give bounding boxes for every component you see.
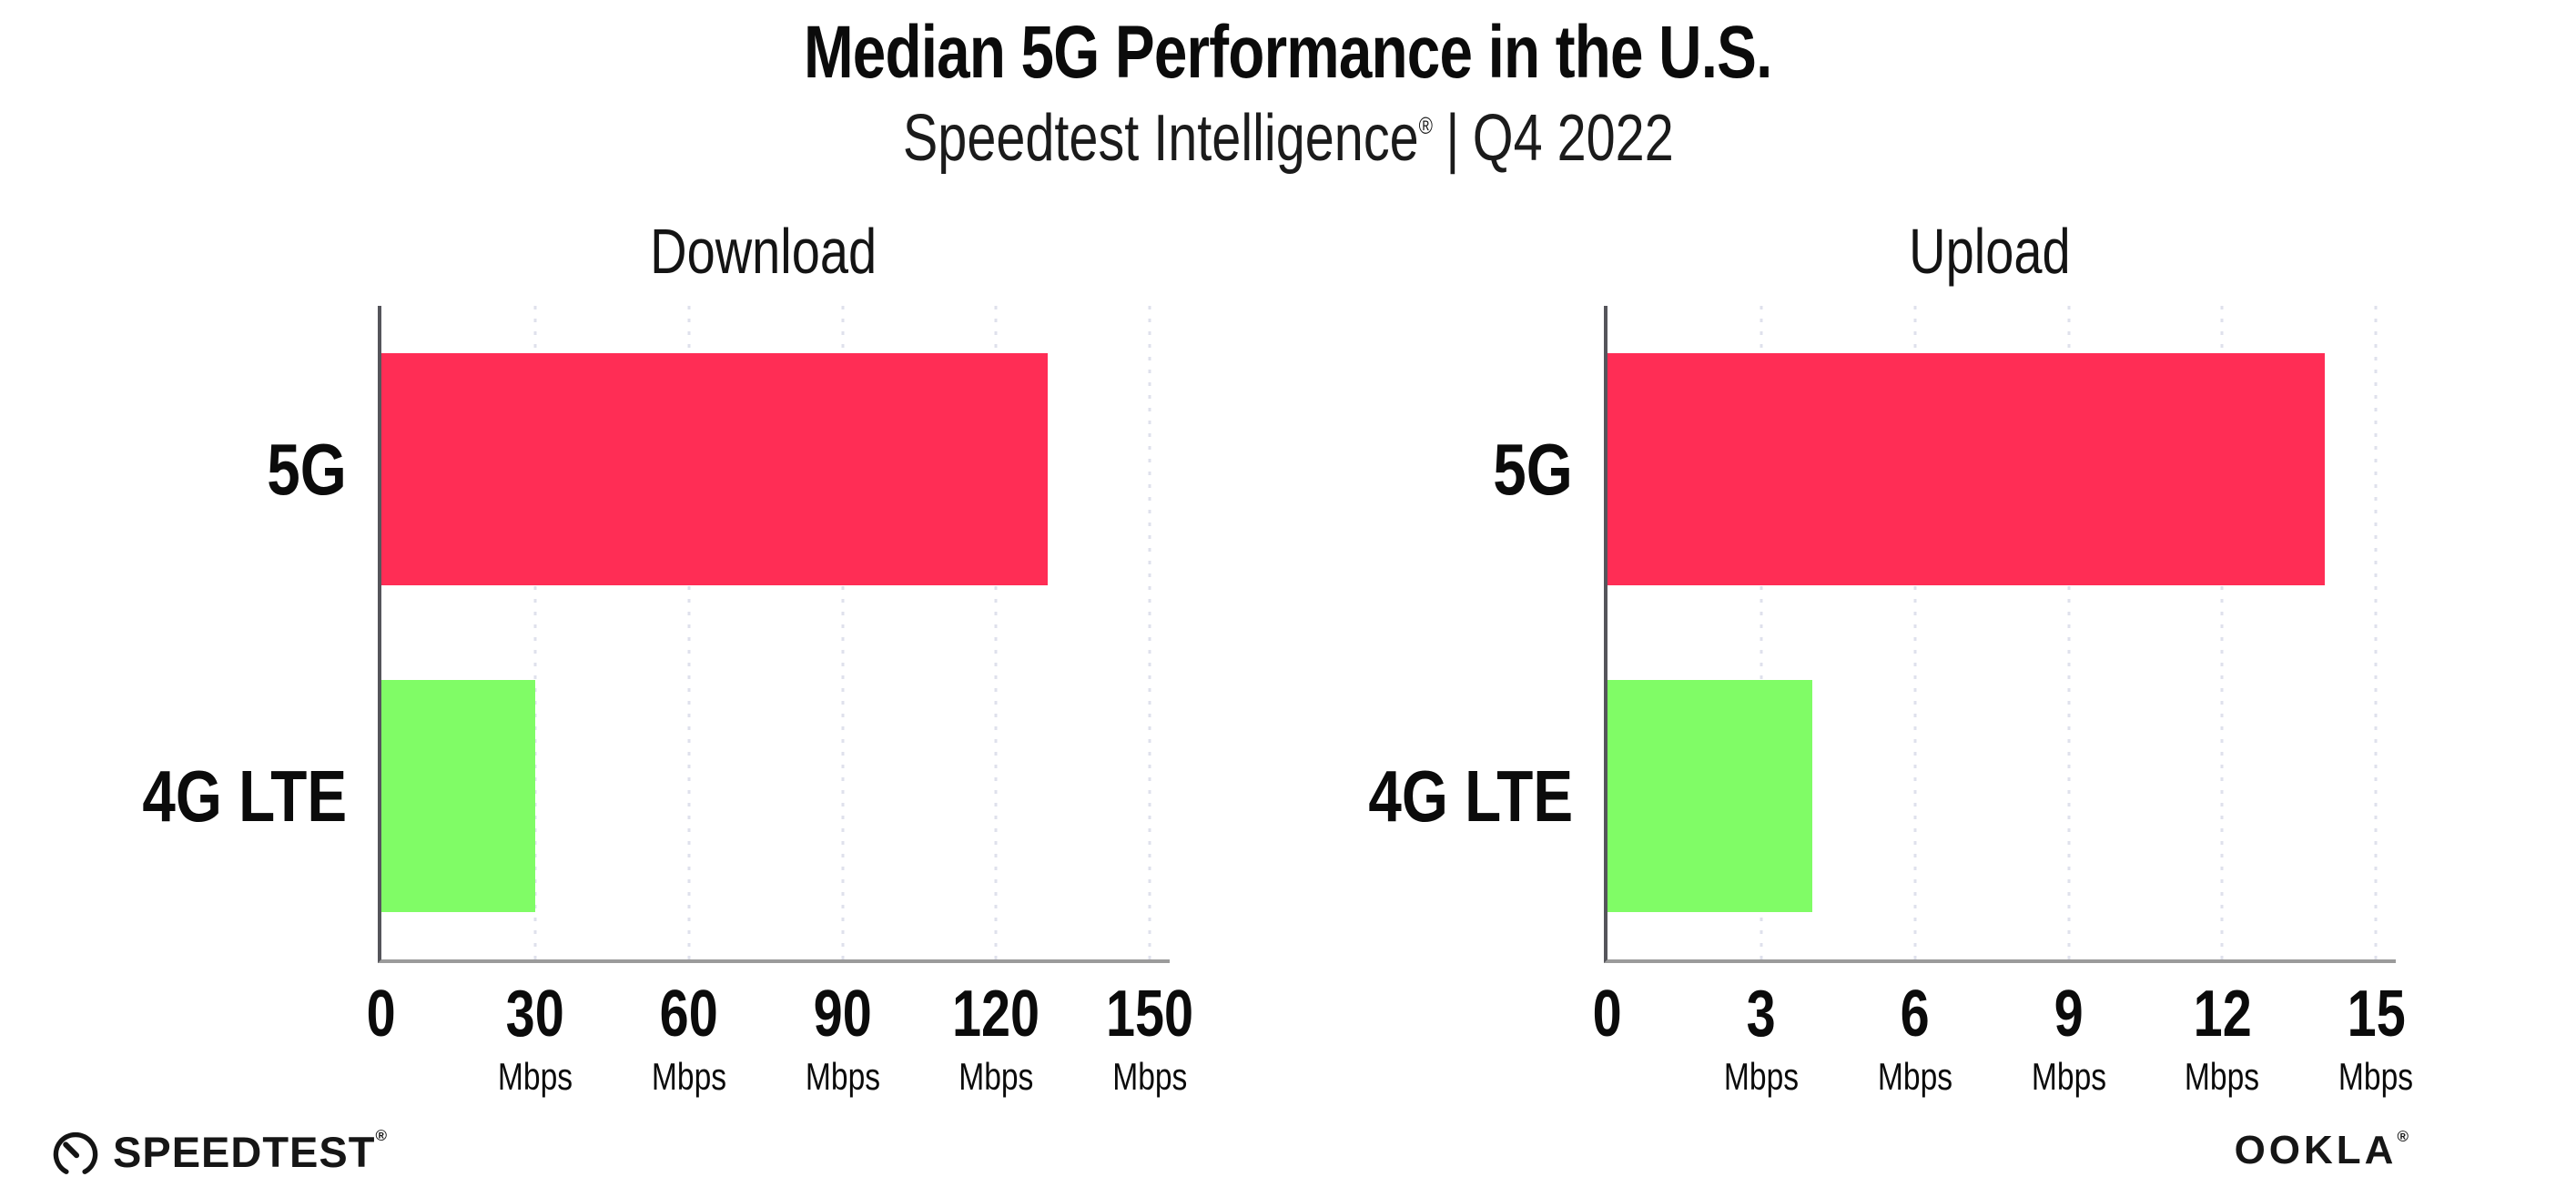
gridline [687,306,691,963]
x-tick-15: 15 Mbps [2338,978,2414,1098]
registered-mark: ® [375,1127,388,1144]
x-tick-150: 150 Mbps [1106,978,1194,1098]
x-tick-3: 3 Mbps [1723,978,1799,1098]
ookla-logo-text: OOKLA [2234,1128,2398,1172]
download-y-axis-labels: 5G 4G LTE [86,306,378,959]
charts-row: Download 5G 4G LTE 0 Mbps 30 [86,215,2413,1098]
gridline [1760,306,1763,963]
gridline [2067,306,2071,963]
upload-chart: Upload 5G 4G LTE 0 Mbps 3 [1313,215,2413,1098]
upload-chart-title-text: Upload [1909,216,2071,287]
download-chart: Download 5G 4G LTE 0 Mbps 30 [86,215,1193,1098]
upload-y-axis-labels: 5G 4G LTE [1313,306,1604,959]
upload-plot-area: 0 Mbps 3 Mbps 6 Mbps 9 Mbps 12 Mbps [1593,306,2413,1098]
gridline [2374,306,2378,963]
x-tick-90: 90 Mbps [805,978,880,1098]
x-tick-9: 9 Mbps [2031,978,2106,1098]
speedtest-gauge-icon [51,1128,100,1177]
page-title-text: Median 5G Performance in the U.S. [804,11,1772,94]
gridline [2220,306,2224,963]
x-tick-12: 12 Mbps [2185,978,2260,1098]
bar-4g-lte-download [381,680,535,912]
upload-chart-title: Upload [1313,215,2396,293]
registered-mark: ® [1418,112,1433,139]
subtitle-period: Q4 2022 [1472,102,1674,175]
ookla-logo: OOKLA® [2235,1128,2412,1173]
gridline [994,306,998,963]
x-tick-0: 0 Mbps [366,978,397,1050]
x-tick-60: 60 Mbps [651,978,726,1098]
registered-mark: ® [2397,1128,2412,1145]
page-subtitle-text: Speedtest Intelligence® | Q4 2022 [903,98,1674,178]
bar-5g-download [381,353,1048,585]
page-title: Median 5G Performance in the U.S. [0,9,2576,96]
download-chart-title-text: Download [650,216,877,287]
bar-5g-upload [1607,353,2326,585]
x-tick-0: 0 Mbps [1592,978,1623,1050]
download-plot-area: 0 Mbps 30 Mbps 60 Mbps 90 Mbps 120 Mbp [367,306,1193,1098]
gridline [1913,306,1917,963]
download-chart-title: Download [86,215,1170,293]
gridline [533,306,537,963]
speedtest-logo: SPEEDTEST® [51,1127,388,1177]
gridline [841,306,845,963]
header: Median 5G Performance in the U.S. Speedt… [0,9,2576,178]
x-tick-30: 30 Mbps [497,978,573,1098]
gridline [1148,306,1151,963]
category-label-4g-lte: 4G LTE [142,755,347,837]
subtitle-separator: | [1445,102,1460,175]
subtitle-brand: Speedtest Intelligence [902,102,1419,175]
bar-4g-lte-upload [1607,680,1813,912]
page-subtitle: Speedtest Intelligence® | Q4 2022 [0,98,2576,178]
x-tick-120: 120 Mbps [952,978,1040,1098]
category-label-4g-lte: 4G LTE [1368,755,1573,837]
category-label-5g: 5G [1493,428,1573,510]
category-label-5g: 5G [267,428,347,510]
x-tick-6: 6 Mbps [1877,978,1952,1098]
speedtest-logo-text: SPEEDTEST® [113,1127,388,1176]
